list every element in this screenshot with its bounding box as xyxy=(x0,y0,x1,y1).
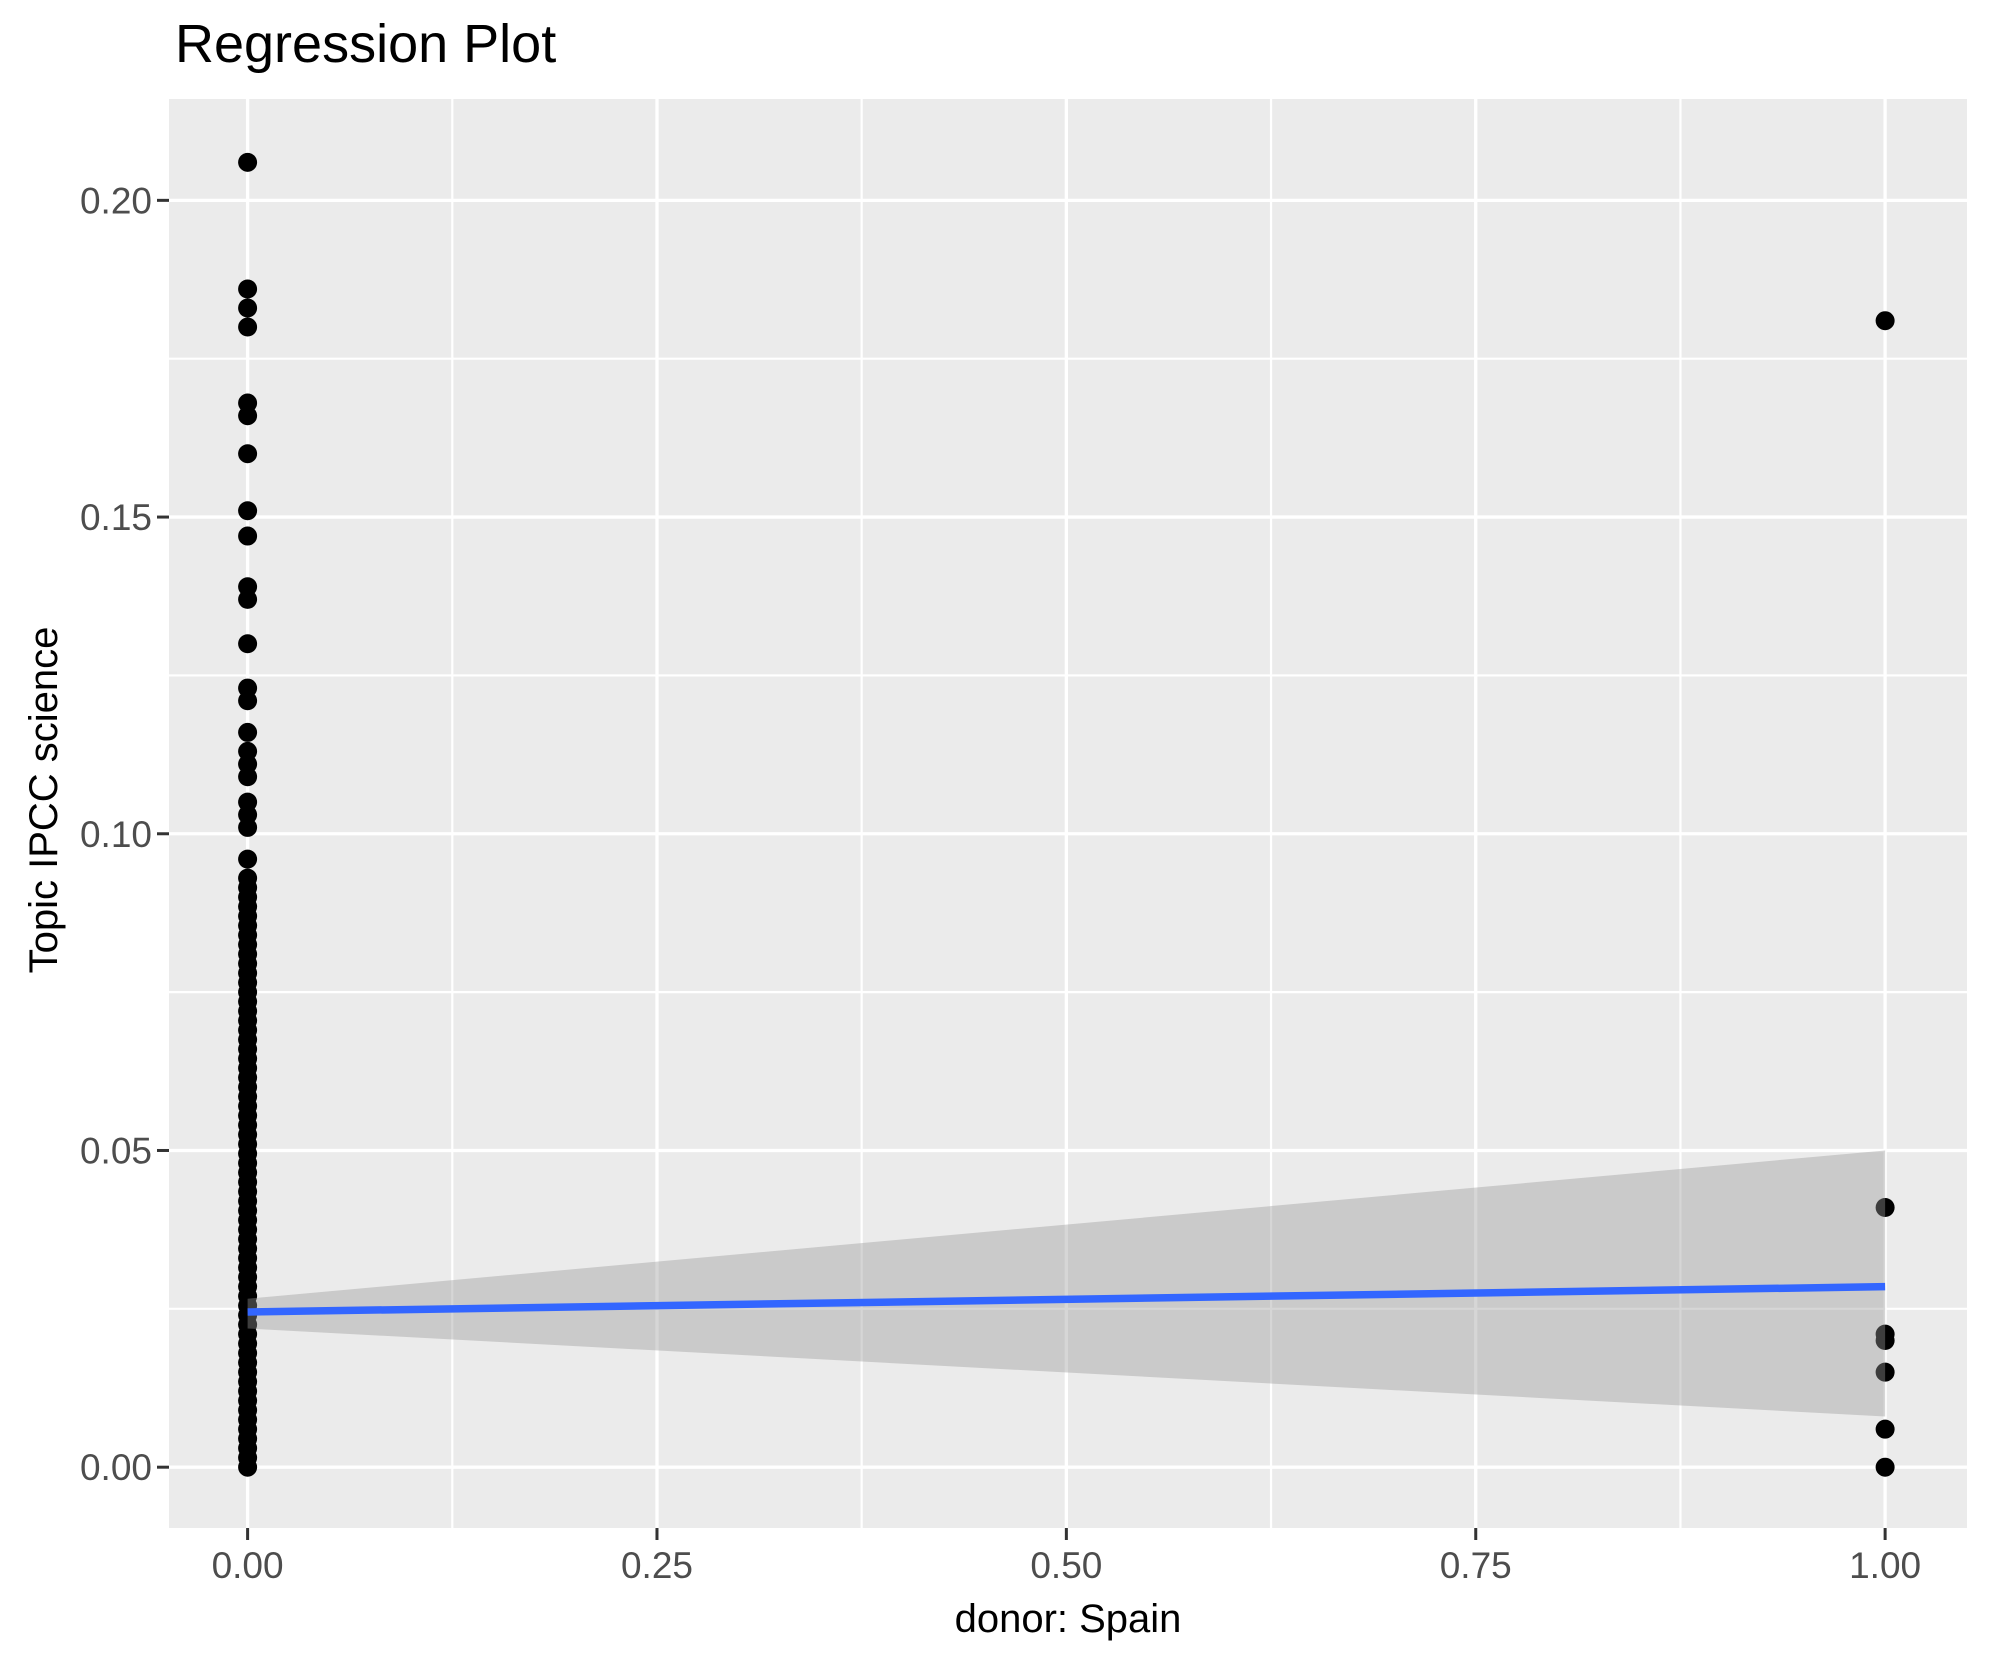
data-point xyxy=(1875,1197,1895,1217)
data-point xyxy=(238,691,258,711)
x-tick-label: 0.25 xyxy=(621,1545,693,1586)
grid-major xyxy=(169,99,1967,1528)
y-tick-label: 0.15 xyxy=(80,497,152,538)
confidence-band xyxy=(247,1150,1886,1417)
axis-ticks xyxy=(157,198,1887,1540)
data-point xyxy=(238,501,258,521)
data-point xyxy=(238,849,258,869)
x-tick-label: 0.75 xyxy=(1440,1545,1512,1586)
data-point xyxy=(238,589,258,609)
data-point xyxy=(238,817,258,837)
data-point xyxy=(238,526,258,546)
y-tick-label: 0.10 xyxy=(80,814,152,855)
data-point xyxy=(238,444,258,464)
data-point xyxy=(238,279,258,299)
data-point xyxy=(1875,1362,1895,1382)
data-point xyxy=(238,406,258,426)
y-tick-label: 0.00 xyxy=(80,1447,152,1488)
data-point xyxy=(238,152,258,172)
data-point xyxy=(238,1457,258,1477)
x-tick-label: 1.00 xyxy=(1849,1545,1921,1586)
y-tick-label: 0.05 xyxy=(80,1130,152,1171)
x-tick-label: 0.00 xyxy=(212,1545,284,1586)
data-points xyxy=(238,152,1895,1477)
regression-line xyxy=(247,1282,1886,1316)
data-point xyxy=(238,767,258,787)
data-point xyxy=(1875,1457,1895,1477)
y-axis-title: Topic IPCC science xyxy=(22,627,66,974)
data-point xyxy=(238,722,258,742)
data-point xyxy=(1875,311,1895,331)
confidence-band-area xyxy=(247,1150,1886,1417)
data-point xyxy=(1875,1331,1895,1351)
data-point xyxy=(238,298,258,318)
plot-title: Regression Plot xyxy=(175,14,556,74)
axis-tick-labels: 0.00 0.25 0.50 0.75 1.00 0.00 0.05 0.10 0.15 0.20 xyxy=(80,180,1921,1586)
x-tick-label: 0.50 xyxy=(1030,1545,1102,1586)
data-point xyxy=(238,634,258,654)
x-axis-title: donor: Spain xyxy=(955,1597,1182,1641)
data-point xyxy=(238,317,258,337)
y-tick-label: 0.20 xyxy=(80,180,152,221)
data-point xyxy=(1875,1419,1895,1439)
regression-line-path xyxy=(247,1282,1886,1316)
